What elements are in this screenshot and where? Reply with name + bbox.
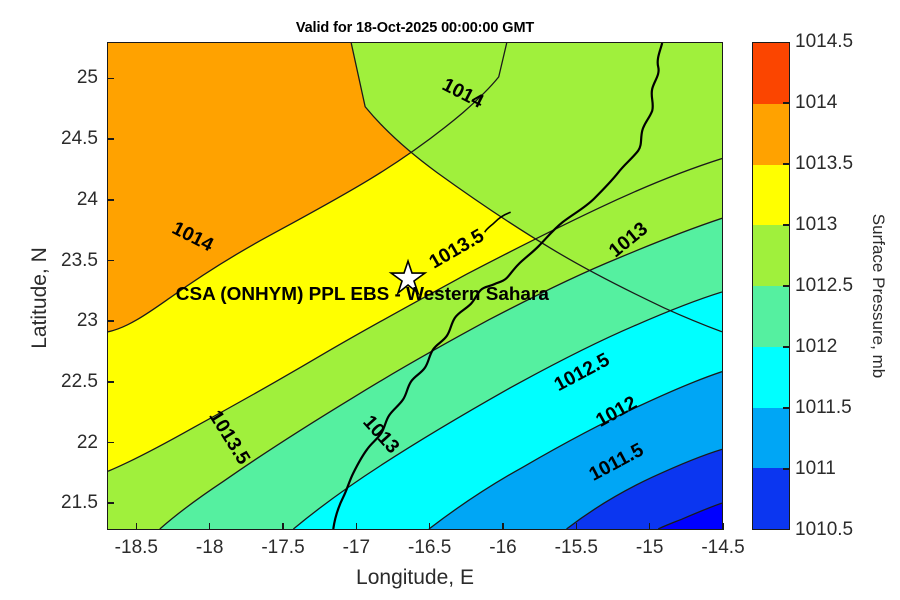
- colorbar-band: [753, 225, 789, 286]
- contour-1012: [428, 371, 722, 529]
- x-axis-tick: [722, 523, 724, 530]
- colorbar-tick-label: 1011: [795, 458, 836, 479]
- y-tick-label: 22: [76, 431, 98, 453]
- colorbar-band: [753, 468, 789, 529]
- colorbar-band: [753, 407, 789, 469]
- colorbar-tick-label: 1014.5: [795, 31, 854, 52]
- colorbar-band: [753, 103, 789, 165]
- y-axis-tick: [107, 199, 114, 201]
- y-axis-tick: [107, 502, 114, 505]
- y-axis-label: Latitude, N: [28, 247, 51, 349]
- y-tick-label: 23.5: [61, 249, 98, 271]
- map-plot-area[interactable]: 1014 1014 1013.5 1013.5 1013 1013 1012.5 1012 10…: [107, 42, 723, 530]
- y-tick-label: 21.5: [61, 492, 98, 514]
- x-axis-tick: [648, 523, 651, 530]
- x-tick-label: -17: [342, 537, 371, 558]
- page-title: Valid for 18-Oct-2025 00:00:00 GMT: [295, 20, 535, 36]
- x-tick-label: -16.5: [408, 537, 452, 558]
- contour-lines: [108, 43, 722, 529]
- star-marker[interactable]: [388, 258, 428, 296]
- x-axis-tick: [208, 523, 211, 530]
- x-axis-tick: [355, 523, 358, 530]
- colorbar-tick-label: 1012.5: [795, 275, 854, 296]
- y-axis-tick: [107, 320, 114, 322]
- y-axis-tick: [107, 381, 114, 383]
- colorbar-tick-label: 1013: [795, 214, 838, 235]
- contour-1012.5: [292, 291, 722, 529]
- x-axis-tick: [575, 523, 578, 530]
- contour-1011.5: [566, 448, 722, 529]
- y-axis-tick: [107, 259, 114, 262]
- colorbar-tick-label: 1011.5: [795, 397, 852, 418]
- y-tick-label: 25: [76, 67, 98, 89]
- contour-1013.5-right: [350, 43, 722, 333]
- x-tick-label: -18.5: [114, 537, 158, 558]
- contour-1013: [159, 217, 722, 529]
- contour-1011: [657, 502, 722, 529]
- x-axis-tick: [282, 523, 284, 530]
- x-tick-label: -17.5: [261, 537, 305, 558]
- colorbar-tick: [783, 224, 790, 226]
- contour-1013.5-lower: [108, 157, 722, 472]
- colorbar-tick: [783, 163, 790, 165]
- colorbar-tick-label: 1014: [795, 92, 838, 113]
- colorbar-band: [753, 286, 789, 347]
- y-axis-tick: [107, 441, 114, 444]
- y-tick-label: 24: [76, 188, 98, 210]
- colorbar-tick: [783, 102, 790, 104]
- y-axis-tick-labels: 25 24.5 24 23.5 23 22.5 22 21.5: [0, 0, 98, 600]
- x-axis-label: Longitude, E: [356, 566, 474, 589]
- x-axis-tick: [502, 523, 504, 530]
- y-tick-label: 23: [76, 310, 98, 332]
- x-tick-label: -16: [489, 537, 517, 558]
- colorbar-tick-label: 1013.5: [795, 153, 854, 174]
- coastline-inlet: [484, 211, 511, 233]
- colorbar-tick: [783, 285, 790, 287]
- y-axis-tick: [107, 138, 114, 140]
- x-axis-tick: [428, 523, 431, 530]
- colorbar-tick-label: 1012: [795, 336, 838, 357]
- y-tick-label: 24.5: [61, 128, 98, 150]
- x-axis-tick: [135, 523, 138, 530]
- x-tick-label: -18: [195, 537, 224, 558]
- colorbar-tick: [783, 407, 790, 409]
- site-marker-group: [388, 258, 428, 296]
- colorbar-tick: [783, 346, 790, 348]
- colorbar-band: [753, 164, 789, 226]
- y-tick-label: 22.5: [61, 370, 98, 392]
- colorbar-band: [753, 346, 789, 408]
- x-tick-label: -15: [635, 537, 664, 558]
- coastline: [332, 43, 664, 529]
- x-tick-label: -15.5: [554, 537, 598, 558]
- contour-1014: [108, 43, 508, 333]
- colorbar-band: [753, 43, 789, 104]
- y-axis-tick: [107, 77, 114, 80]
- site-annotation-label: CSA (ONHYM) PPL EBS - Western Sahara: [176, 284, 550, 305]
- band-1011-1011.5: [566, 449, 722, 529]
- colorbar-label: Surface Pressure, mb: [869, 213, 888, 379]
- colorbar-tick: [783, 468, 790, 470]
- x-tick-label: -14.5: [701, 537, 745, 558]
- colorbar-tick-label: 1010.5: [795, 519, 854, 540]
